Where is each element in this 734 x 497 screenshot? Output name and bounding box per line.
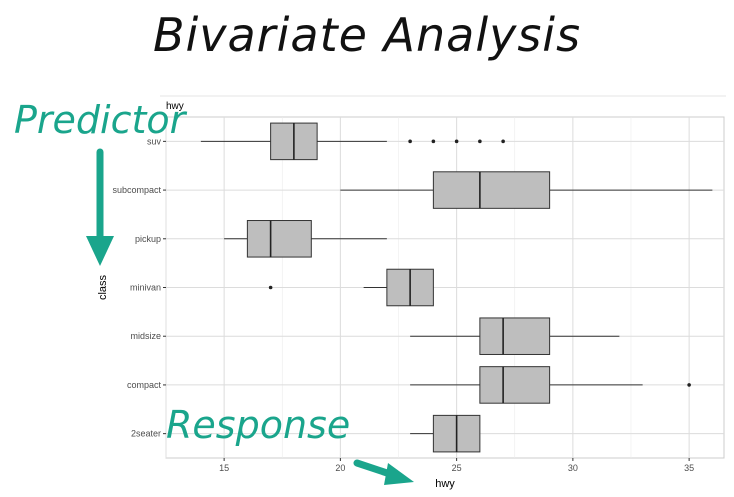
predictor-label: Predictor (14, 98, 188, 142)
box-midsize (410, 317, 620, 355)
outlier-point (408, 139, 412, 144)
axis-layer: 15 20 25 30 35 suv subcompact pickup minivan mids… (112, 136, 694, 473)
plot-panel (165, 116, 725, 459)
y-tick-label: midsize (130, 331, 161, 341)
x-axis-title: hwy (435, 478, 455, 490)
box-2seater (410, 414, 481, 453)
box-compact (410, 366, 691, 404)
x-tick-label: 30 (568, 463, 578, 473)
clipped-axis-label: hwy (166, 101, 184, 112)
x-tick-label: 35 (684, 463, 694, 473)
x-tick-label: 20 (335, 463, 345, 473)
predictor-annotation: Predictor (14, 98, 188, 266)
outlier-point (687, 383, 691, 387)
x-tick-label: 25 (452, 463, 462, 473)
y-tick-label: 2seater (131, 429, 161, 439)
outlier-point (454, 139, 459, 144)
outlier-point (268, 285, 273, 290)
outlier-point (478, 139, 482, 144)
box-suv (200, 122, 505, 161)
y-tick-label: pickup (135, 234, 161, 244)
outlier-point (431, 139, 436, 144)
box-subcompact (340, 171, 713, 209)
iqr-box (246, 220, 312, 258)
box-layer (200, 122, 713, 453)
y-tick-label: minivan (130, 283, 161, 293)
response-arrow-icon (353, 459, 414, 485)
iqr-box (432, 171, 551, 209)
iqr-box (479, 317, 551, 355)
y-axis-title: class (97, 274, 109, 300)
response-label: Response (166, 403, 350, 447)
response-annotation: Response (166, 403, 414, 485)
y-tick-label: compact (127, 380, 162, 390)
x-tick-label: 15 (219, 463, 229, 473)
box-minivan (268, 268, 434, 307)
box-pickup (224, 220, 387, 258)
outlier-point (501, 139, 505, 144)
predictor-arrow-icon (86, 148, 114, 266)
y-tick-label: subcompact (112, 185, 161, 195)
slide-title: Bivariate Analysis (152, 8, 582, 62)
iqr-box (479, 366, 551, 404)
y-tick-label: suv (147, 136, 162, 146)
